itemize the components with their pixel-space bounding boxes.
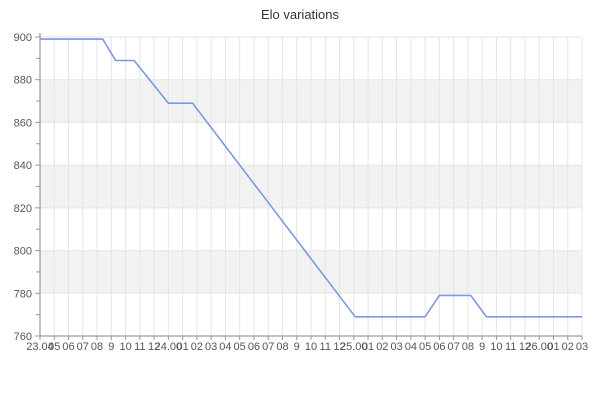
x-tick-label: 05	[234, 341, 246, 353]
y-tick-label: 860	[14, 117, 32, 129]
x-tick-label: 01	[177, 341, 189, 353]
chart-title: Elo variations	[260, 7, 340, 22]
x-tick-label: 08	[91, 341, 103, 353]
x-tick-label: 02	[191, 341, 203, 353]
x-tick-label: 11	[505, 341, 516, 353]
y-tick-label: 880	[14, 75, 32, 87]
x-tick-label: 12	[333, 341, 345, 353]
x-tick-label: 08	[462, 341, 474, 353]
x-tick-label: 01	[547, 341, 559, 353]
x-tick-label: 06	[248, 341, 260, 353]
elo-line	[40, 38, 582, 318]
x-tick-label: 05	[48, 341, 60, 353]
x-tick-label: 05	[419, 341, 431, 353]
x-tick-label: 11	[134, 341, 145, 353]
x-tick-label: 11	[320, 341, 331, 353]
x-tick-label: 04	[405, 341, 417, 353]
x-tick-label: 9	[479, 341, 485, 353]
x-tick-label: 07	[77, 341, 89, 353]
x-tick-label: 08	[276, 341, 288, 353]
x-tick-label: 25.00	[340, 341, 368, 353]
x-tick-label: 10	[490, 341, 502, 353]
x-tick-label: 10	[119, 341, 131, 353]
x-tick-label: 01	[362, 341, 374, 353]
x-tick-label: 10	[305, 341, 317, 353]
y-tick-label: 800	[14, 246, 32, 258]
x-tick-label: 03	[205, 341, 217, 353]
x-tick-label: 9	[294, 341, 300, 353]
y-tick-label: 820	[14, 203, 32, 215]
x-tick-label: 24.00	[155, 341, 183, 353]
y-tick-label: 840	[14, 160, 32, 172]
x-tick-label: 07	[448, 341, 460, 353]
x-tick-label: 06	[433, 341, 445, 353]
x-tick-label: 02	[562, 341, 574, 353]
y-tick-label: 900	[14, 32, 32, 44]
x-tick-label: 07	[262, 341, 274, 353]
x-tick-label: 23.04	[26, 341, 54, 353]
x-tick-label: 02	[376, 341, 388, 353]
x-tick-label: 12	[519, 341, 531, 353]
x-tick-label: 06	[62, 341, 74, 353]
x-tick-label: 12	[148, 341, 160, 353]
x-tick-label: 9	[108, 341, 114, 353]
y-tick-label: 760	[14, 331, 32, 343]
y-tick-label: 780	[14, 288, 32, 300]
x-tick-label: 03	[390, 341, 402, 353]
x-tick-label: 26.00	[525, 341, 553, 353]
x-tick-label: 04	[219, 341, 231, 353]
x-tick-label: 03	[576, 341, 588, 353]
